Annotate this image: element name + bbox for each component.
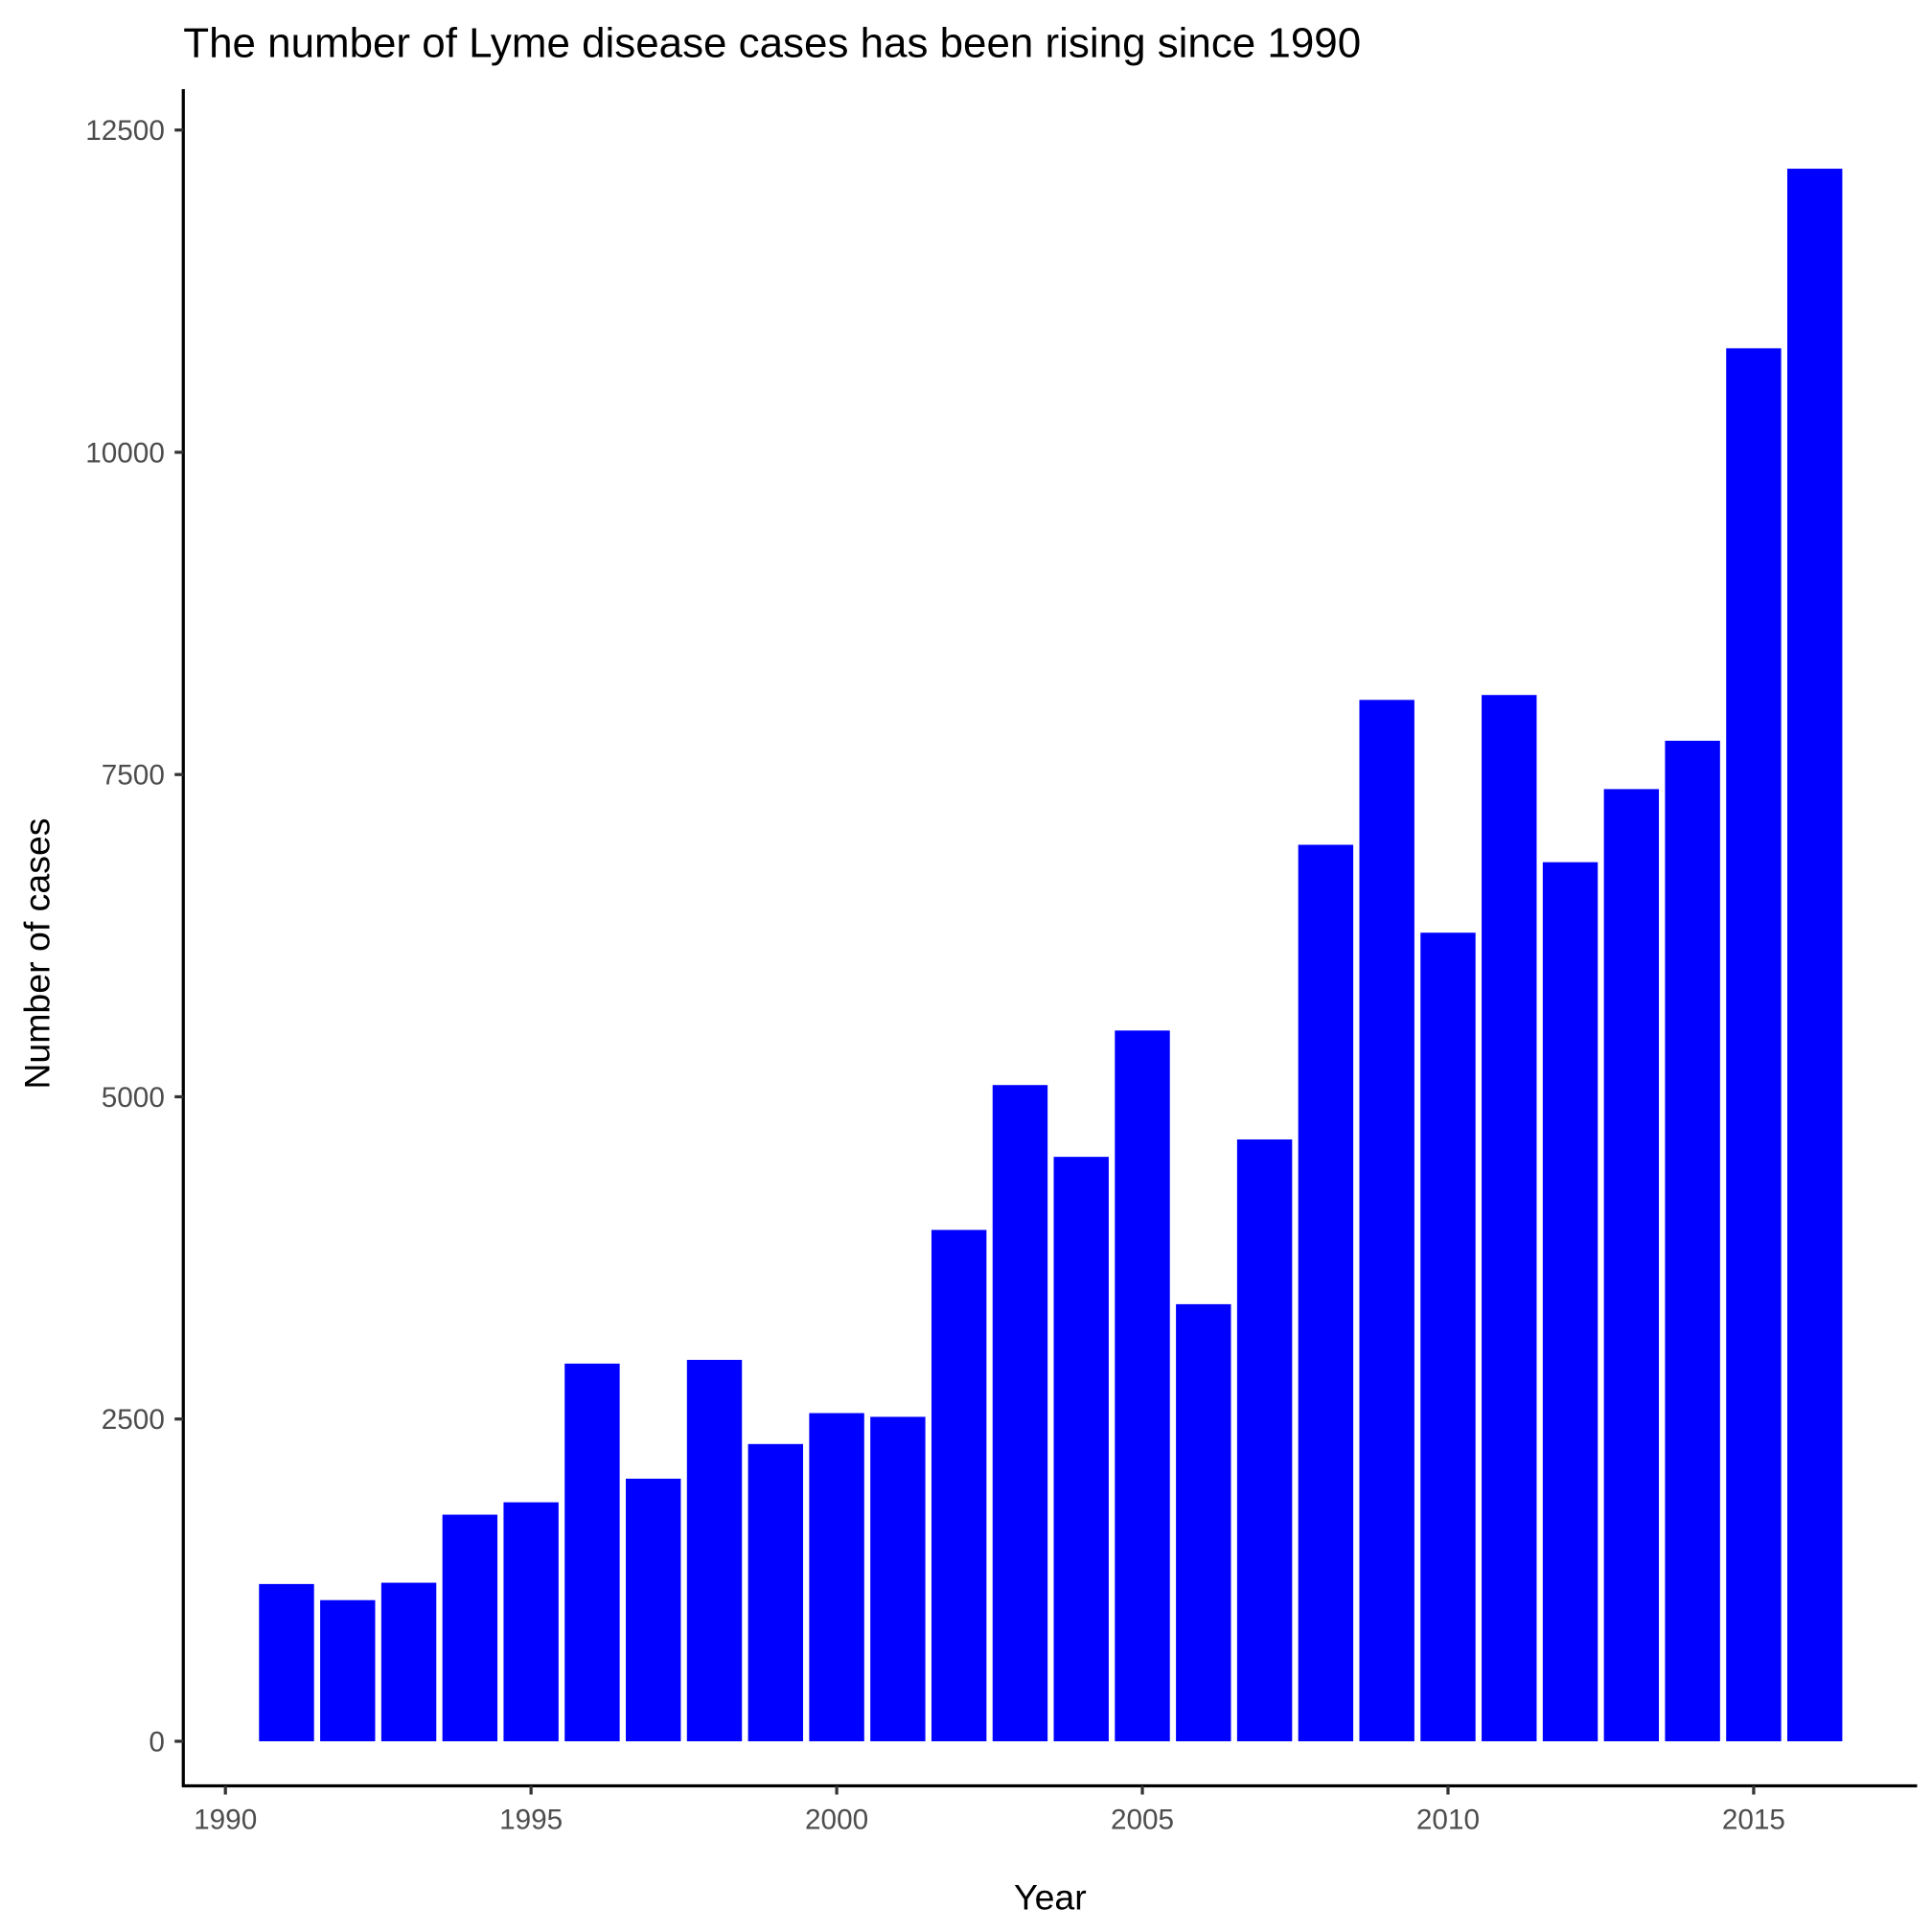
y-axis-label: Number of cases	[17, 817, 58, 1089]
bar-2005	[1115, 1030, 1170, 1741]
bar-2016	[1786, 169, 1843, 1741]
bar-1996	[564, 1363, 620, 1741]
y-tick-label: 2500	[102, 1404, 165, 1436]
x-tick-label: 1995	[499, 1805, 563, 1836]
x-tick-label: 2010	[1416, 1805, 1480, 1836]
bar-1991	[259, 1583, 314, 1741]
y-tick-label: 0	[149, 1726, 165, 1758]
bar-2009	[1359, 700, 1414, 1741]
bar-2006	[1176, 1303, 1231, 1741]
bar-2008	[1298, 844, 1354, 1741]
bar-1999	[748, 1443, 803, 1741]
bar-2003	[992, 1085, 1048, 1741]
bar-1998	[686, 1359, 743, 1741]
bar-2004	[1053, 1157, 1109, 1741]
bar-1992	[320, 1599, 376, 1741]
x-tick-label: 2005	[1111, 1805, 1174, 1836]
y-tick-label: 7500	[102, 760, 165, 792]
x-tick-label: 1990	[194, 1805, 257, 1836]
bar-1993	[380, 1582, 437, 1741]
bar-2013	[1603, 789, 1660, 1741]
x-axis-label: Year	[1014, 1877, 1087, 1918]
x-tick-label: 2000	[805, 1805, 868, 1836]
bar-1997	[626, 1479, 681, 1741]
bar-2000	[809, 1413, 864, 1741]
bar-2012	[1542, 862, 1598, 1741]
bar-2015	[1726, 348, 1782, 1741]
chart-title: The number of Lyme disease cases has bee…	[183, 19, 1361, 66]
y-tick-label: 10000	[85, 437, 165, 469]
bar-1994	[442, 1514, 498, 1741]
bar-2002	[931, 1230, 987, 1741]
x-tick-label: 2015	[1722, 1805, 1785, 1836]
bar-2014	[1665, 740, 1720, 1741]
bar-1995	[503, 1502, 559, 1741]
bar-2001	[870, 1416, 926, 1741]
y-tick-label: 12500	[85, 115, 165, 147]
y-tick-label: 5000	[102, 1082, 165, 1114]
bar-2011	[1482, 695, 1537, 1741]
bar-2007	[1236, 1138, 1293, 1741]
bar-2010	[1420, 932, 1476, 1741]
